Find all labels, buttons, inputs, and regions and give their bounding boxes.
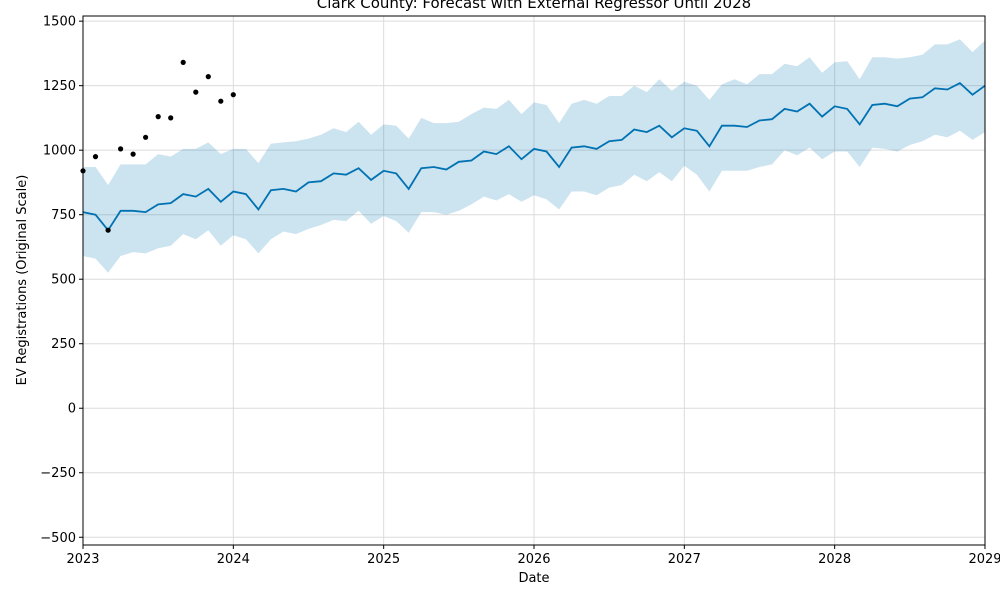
uncertainty-band — [83, 39, 985, 273]
y-tick-label: 750 — [51, 208, 76, 223]
actual-point — [193, 89, 199, 95]
forecast-line — [82, 82, 986, 232]
y-tick-label: −500 — [40, 531, 76, 546]
y-tick-label: 0 — [68, 402, 76, 417]
actual-point — [118, 146, 124, 152]
chart-title: Clark County: Forecast with External Reg… — [317, 0, 751, 12]
actual-point — [155, 114, 161, 120]
actual-points — [80, 59, 236, 233]
actual-point — [230, 92, 236, 98]
y-axis-ticks: −500 −250 0 250 500 750 1000 1250 1500 — [40, 15, 83, 546]
actual-point — [180, 59, 186, 65]
x-axis-ticks: 2023 2024 2025 2026 2027 2028 2029 — [66, 545, 1000, 567]
y-tick-label: 500 — [51, 273, 76, 288]
y-tick-label: 250 — [51, 337, 76, 352]
actual-point — [105, 227, 111, 233]
grid-lines — [82, 16, 986, 545]
actual-point — [218, 98, 224, 104]
x-tick-label: 2024 — [217, 552, 250, 567]
y-tick-label: −250 — [40, 466, 76, 481]
x-axis-label: Date — [518, 571, 549, 586]
y-axis-label: EV Registrations (Original Scale) — [15, 175, 30, 386]
y-tick-label: 1250 — [43, 79, 76, 94]
x-tick-label: 2025 — [367, 552, 400, 567]
x-tick-label: 2028 — [818, 552, 851, 567]
x-tick-label: 2023 — [66, 552, 99, 567]
actual-point — [168, 115, 174, 121]
actual-point — [143, 134, 149, 140]
x-tick-label: 2026 — [517, 552, 550, 567]
actual-point — [92, 154, 99, 160]
actual-point — [130, 151, 136, 157]
x-tick-label: 2029 — [968, 552, 1000, 567]
y-tick-label: 1500 — [43, 15, 76, 30]
y-tick-label: 1000 — [43, 144, 76, 159]
x-tick-label: 2027 — [668, 552, 701, 567]
actual-point — [205, 74, 211, 80]
